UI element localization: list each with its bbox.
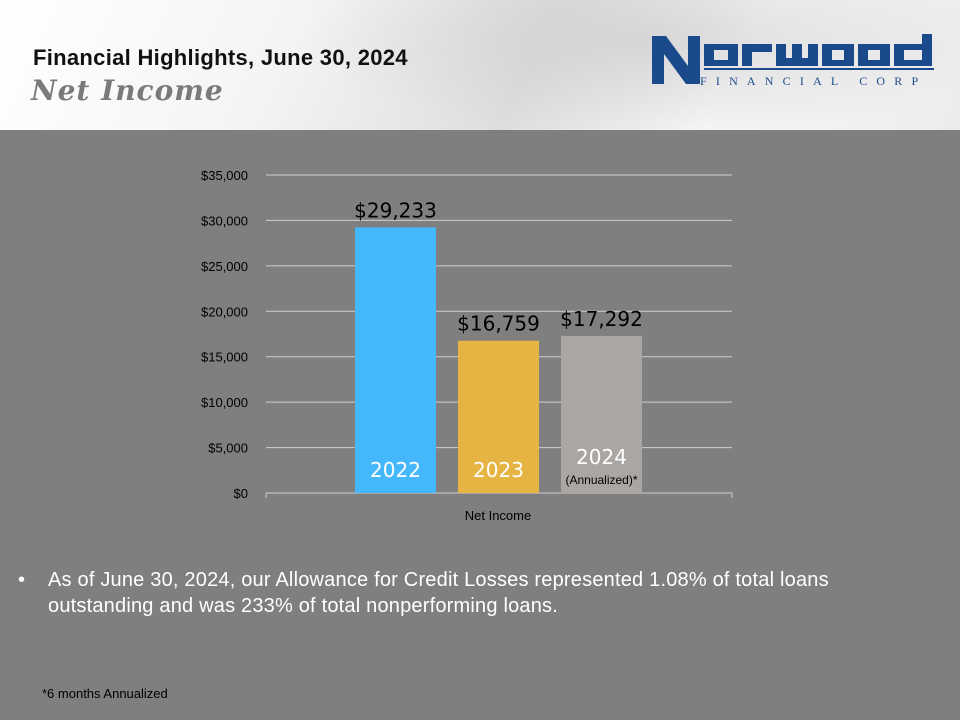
y-tick-label: $25,000 xyxy=(201,259,248,274)
logo-wordmark xyxy=(652,34,934,84)
logo-tagline: FINANCIAL CORP xyxy=(700,74,928,88)
bar-category-note: (Annualized)* xyxy=(565,473,637,487)
y-tick-label: $15,000 xyxy=(201,350,248,365)
page-subtitle: Net Income xyxy=(31,74,224,107)
bar-category-label: 2023 xyxy=(473,458,524,482)
chart-labels: $29,233 2022 $16,759 2023 $17,292 2024 (Annual… xyxy=(354,198,643,487)
y-tick-label: $20,000 xyxy=(201,304,248,319)
bar-category-label: 2024 xyxy=(576,445,627,469)
header-banner: Financial Highlights, June 30, 2024 Net … xyxy=(0,0,960,130)
y-tick-label: $0 xyxy=(234,486,248,501)
bullet-point: • As of June 30, 2024, our Allowance for… xyxy=(18,567,938,619)
bar-category-label: 2022 xyxy=(370,458,421,482)
bullet-text: As of June 30, 2024, our Allowance for C… xyxy=(48,569,829,617)
bar-value-label: $16,759 xyxy=(457,312,540,336)
y-tick-label: $35,000 xyxy=(201,168,248,183)
chart-y-ticks: $0 $5,000 $10,000 $15,000 $20,000 $25,000 $30,… xyxy=(201,168,248,501)
y-tick-label: $10,000 xyxy=(201,395,248,410)
net-income-chart: $0 $5,000 $10,000 $15,000 $20,000 $25,000 $30,… xyxy=(201,168,733,523)
norwood-logo: FINANCIAL CORP xyxy=(652,32,934,92)
chart-bars xyxy=(355,227,642,493)
bullet-dot-icon: • xyxy=(18,569,26,591)
y-tick-label: $5,000 xyxy=(208,441,248,456)
bar-2023 xyxy=(458,340,539,493)
page-title: Financial Highlights, June 30, 2024 xyxy=(33,45,408,70)
y-tick-label: $30,000 xyxy=(201,213,248,228)
bar-value-label: $29,233 xyxy=(354,198,437,222)
footnote: *6 months Annualized xyxy=(42,686,168,701)
chart-x-axis-label: Net Income xyxy=(465,508,531,523)
bar-value-label: $17,292 xyxy=(560,307,643,331)
bar-2022 xyxy=(355,227,436,493)
bar-2024 xyxy=(561,335,642,493)
